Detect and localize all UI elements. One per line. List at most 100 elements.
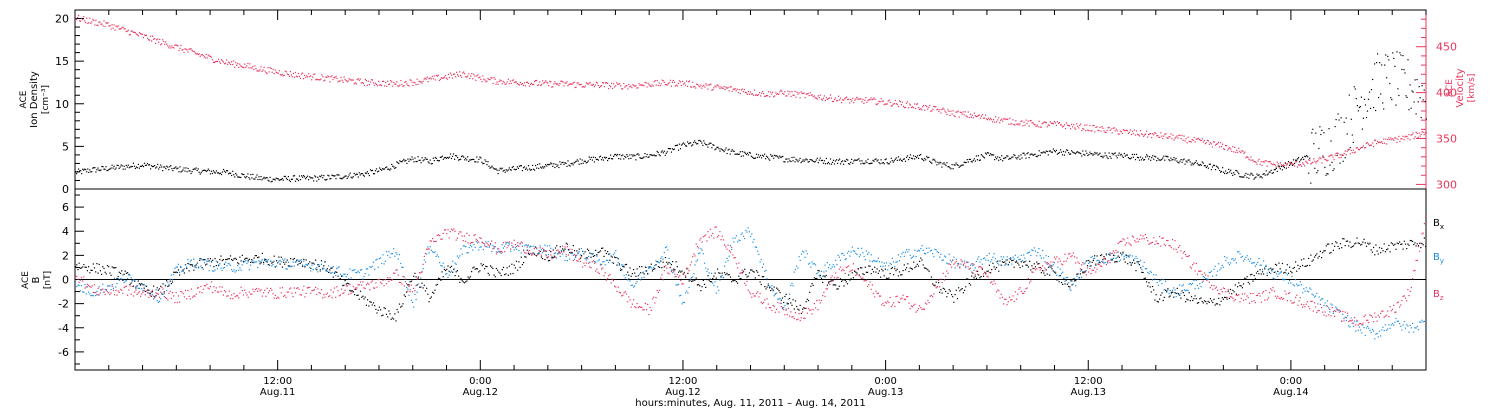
data-point	[507, 170, 508, 171]
data-point	[908, 271, 909, 272]
data-point	[1424, 237, 1425, 238]
data-point	[1283, 272, 1284, 273]
data-point	[457, 157, 458, 158]
data-point	[1348, 325, 1349, 326]
data-point	[1103, 263, 1104, 264]
data-point	[1016, 261, 1017, 262]
data-point	[657, 151, 658, 152]
data-point	[1224, 149, 1225, 150]
data-point	[414, 294, 415, 295]
data-point	[1014, 259, 1015, 260]
data-point	[1321, 130, 1322, 131]
data-point	[950, 111, 951, 112]
data-point	[328, 175, 329, 176]
data-point	[886, 278, 887, 279]
data-point	[902, 102, 903, 103]
data-point	[111, 275, 112, 276]
data-point	[302, 177, 303, 178]
data-point	[670, 263, 671, 264]
data-point	[233, 60, 234, 61]
data-point	[1207, 166, 1208, 167]
data-point	[964, 260, 965, 261]
data-point	[483, 264, 484, 265]
data-point	[861, 248, 862, 249]
data-point	[1015, 255, 1016, 256]
data-point	[763, 93, 764, 94]
data-point	[681, 85, 682, 86]
data-point	[1135, 256, 1136, 257]
data-point	[1228, 169, 1229, 170]
data-point	[1360, 330, 1361, 331]
data-point	[524, 82, 525, 83]
data-point	[1137, 258, 1138, 259]
data-point	[872, 269, 873, 270]
data-point	[1362, 324, 1363, 325]
data-point	[445, 270, 446, 271]
data-point	[1309, 265, 1310, 266]
data-point	[816, 278, 817, 279]
data-point	[1290, 271, 1291, 272]
data-point	[1346, 154, 1347, 155]
data-point	[225, 172, 226, 173]
data-point	[91, 171, 92, 172]
data-point	[750, 153, 751, 154]
data-point	[667, 84, 668, 85]
data-point	[1045, 152, 1046, 153]
data-point	[198, 267, 199, 268]
data-point	[825, 276, 826, 277]
data-point	[413, 307, 414, 308]
data-point	[941, 167, 942, 168]
data-point	[340, 81, 341, 82]
data-point	[114, 278, 115, 279]
data-point	[1323, 305, 1324, 306]
data-point	[433, 78, 434, 79]
data-point	[427, 246, 428, 247]
data-point	[286, 71, 287, 72]
data-point	[861, 160, 862, 161]
data-point	[297, 76, 298, 77]
velocity-series	[75, 15, 1427, 168]
data-point	[362, 279, 363, 280]
data-point	[1306, 162, 1307, 163]
data-point	[1066, 122, 1067, 123]
data-point	[720, 277, 721, 278]
data-point	[804, 161, 805, 162]
data-point	[1224, 173, 1225, 174]
data-point	[1117, 257, 1118, 258]
data-point	[395, 167, 396, 168]
data-point	[1009, 262, 1010, 263]
data-point	[1130, 254, 1131, 255]
data-point	[1237, 251, 1238, 252]
data-point	[1272, 173, 1273, 174]
data-point	[1340, 163, 1341, 164]
data-point	[907, 251, 908, 252]
data-point	[358, 78, 359, 79]
data-point	[448, 74, 449, 75]
data-point	[200, 266, 201, 267]
data-point	[996, 261, 997, 262]
data-point	[1231, 293, 1232, 294]
data-point	[587, 257, 588, 258]
data-point	[795, 269, 796, 270]
data-point	[1327, 300, 1328, 301]
data-point	[464, 282, 465, 283]
data-point	[629, 280, 630, 281]
data-point	[216, 265, 217, 266]
data-point	[698, 284, 699, 285]
data-point	[125, 271, 126, 272]
data-point	[258, 176, 259, 177]
data-point	[1313, 158, 1314, 159]
data-point	[577, 252, 578, 253]
data-point	[1169, 160, 1170, 161]
data-point	[295, 262, 296, 263]
data-point	[1352, 323, 1353, 324]
data-point	[1170, 133, 1171, 134]
data-point	[655, 80, 656, 81]
data-point	[233, 269, 234, 270]
data-point	[619, 83, 620, 84]
data-point	[382, 254, 383, 255]
data-point	[1378, 142, 1379, 143]
data-point	[707, 269, 708, 270]
data-point	[694, 86, 695, 87]
data-point	[1425, 246, 1426, 247]
